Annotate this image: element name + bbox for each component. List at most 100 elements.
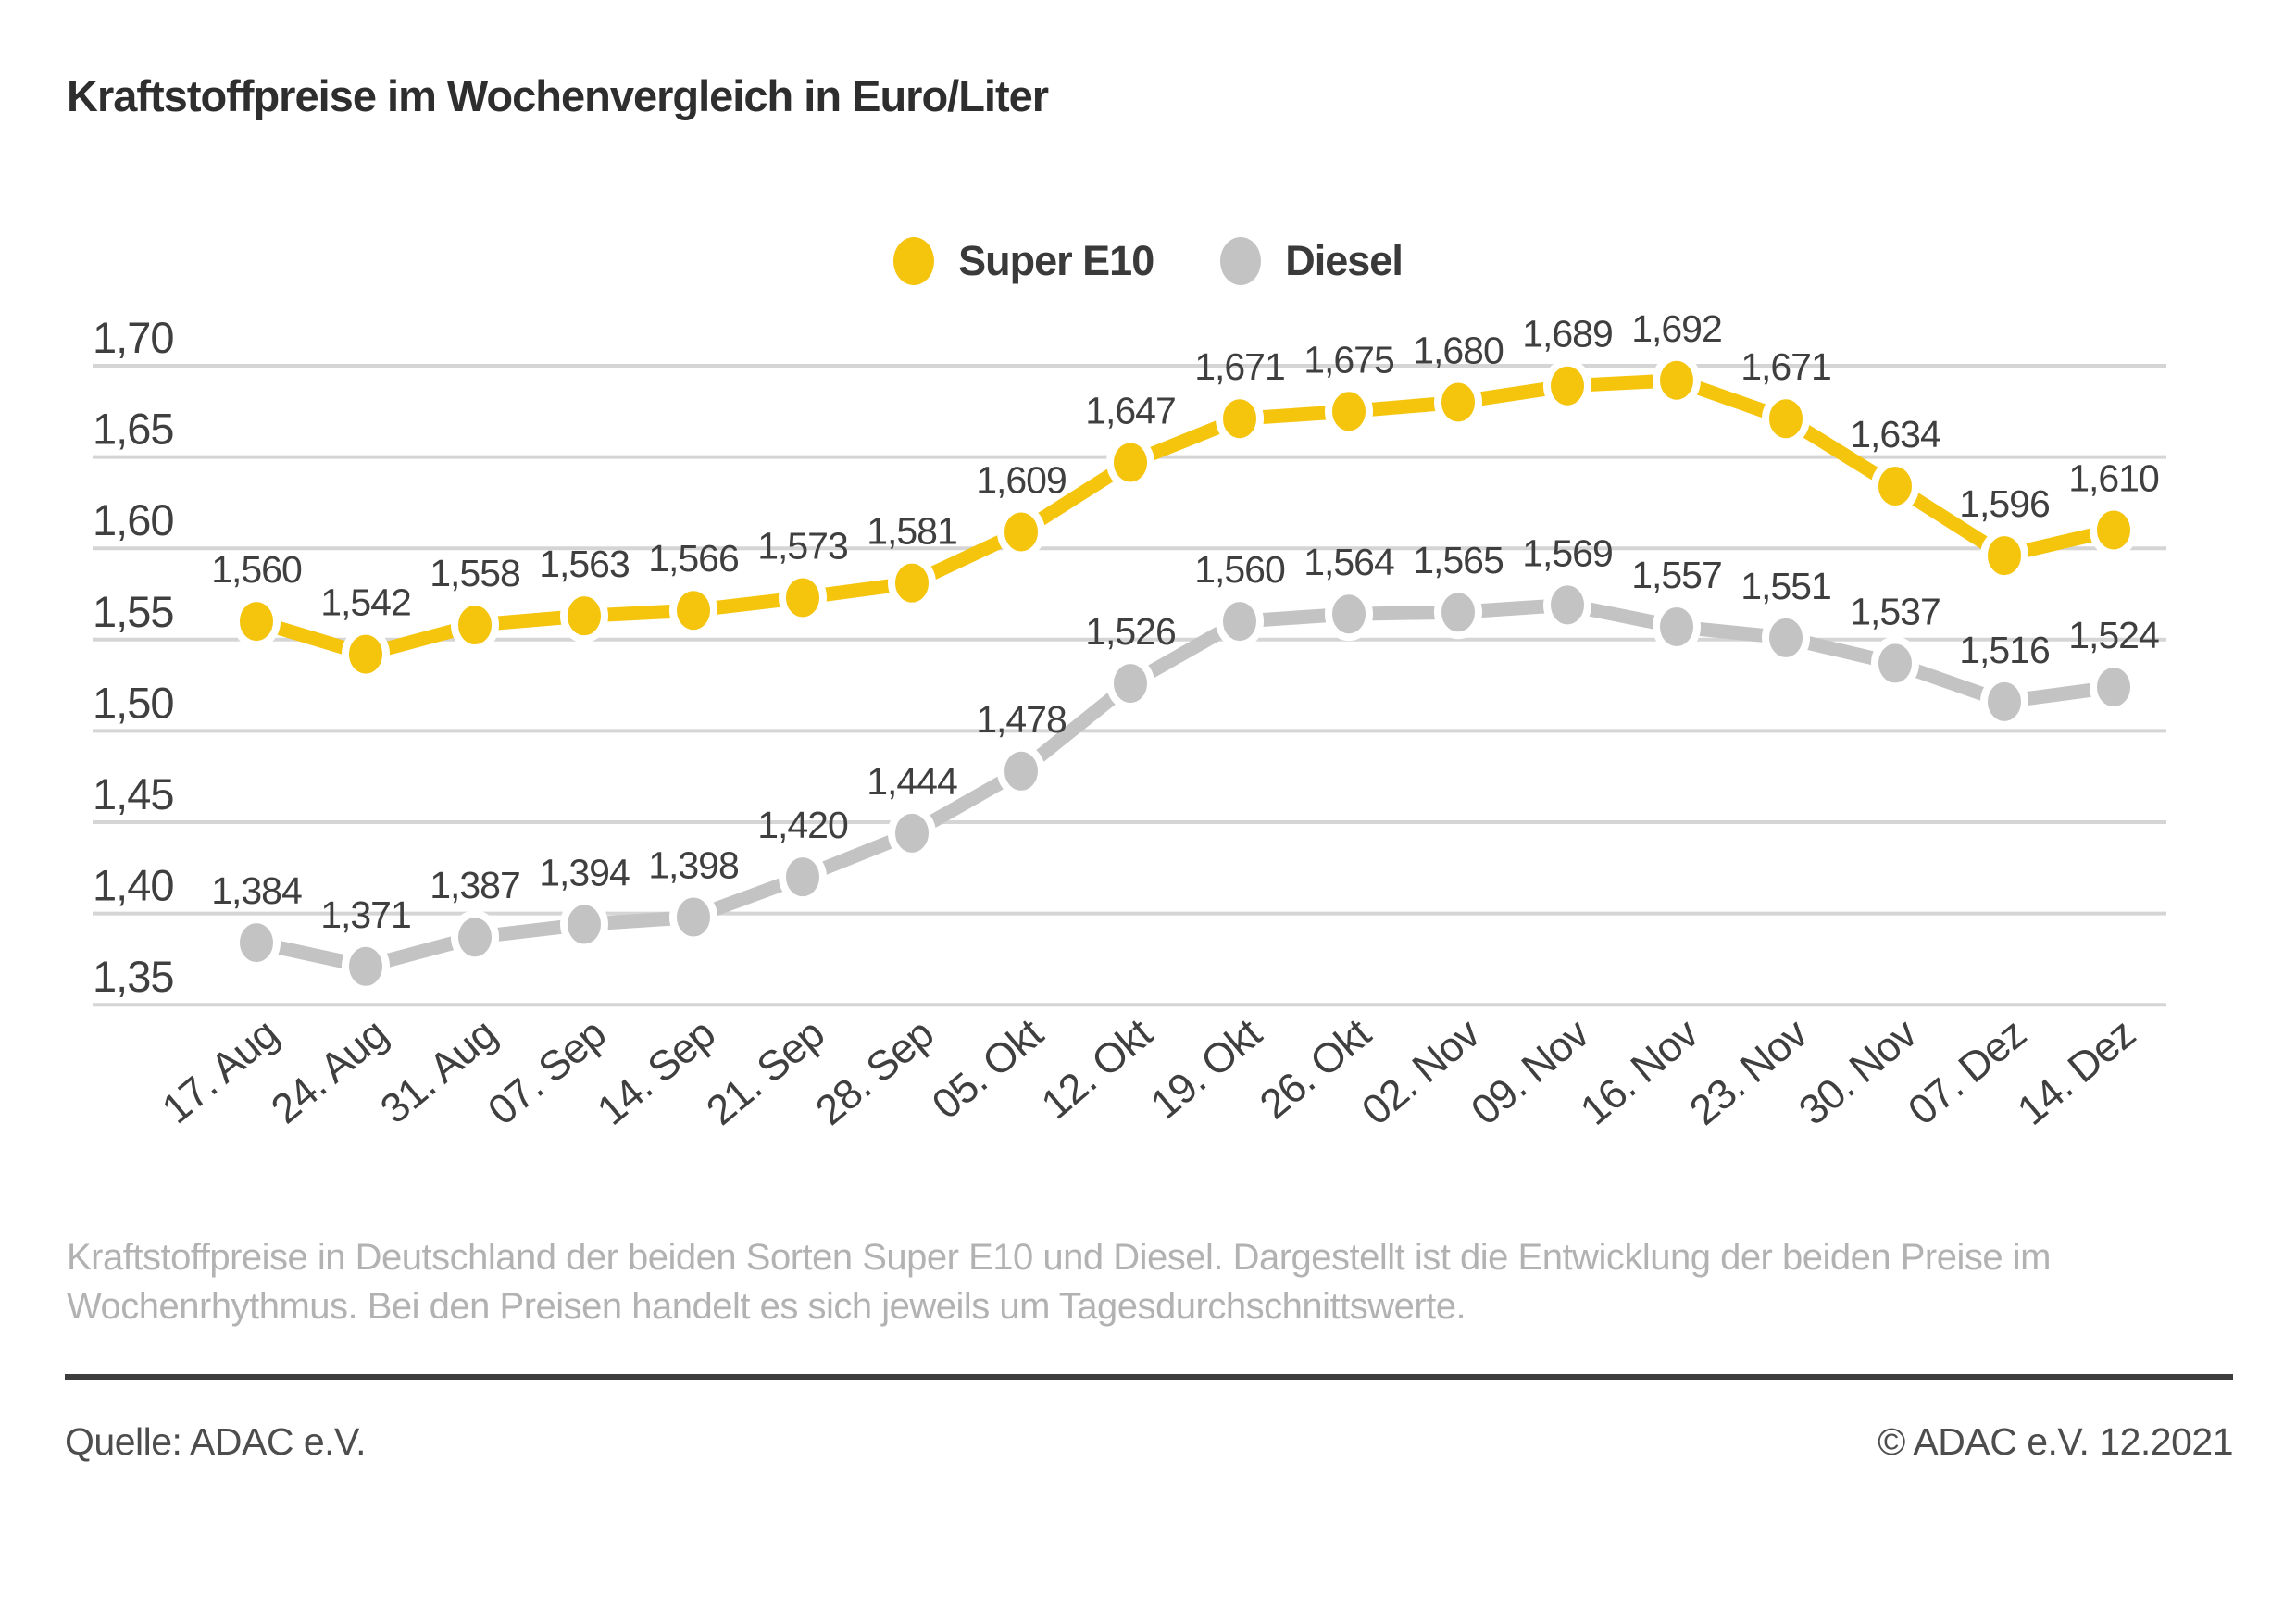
line-series-super-e10 <box>254 373 2115 662</box>
y-tick-label: 1,55 <box>93 587 173 636</box>
data-point-diesel <box>1106 656 1154 711</box>
y-tick-label: 1,70 <box>93 313 173 362</box>
x-tick-label: 24. Aug <box>262 1010 395 1133</box>
legend-item-diesel: Diesel <box>1220 237 1404 285</box>
data-point-diesel <box>1543 578 1591 632</box>
x-tick-label: 14. Dez <box>2008 1010 2143 1134</box>
data-point-diesel <box>888 806 936 860</box>
source-text: Quelle: ADAC e.V. <box>65 1420 367 1463</box>
copyright-text: © ADAC e.V. 12.2021 <box>1878 1420 2233 1463</box>
x-tick-label: 30. Nov <box>1790 1009 1926 1134</box>
data-point-diesel <box>1653 599 1701 654</box>
data-label-super-e10: 1,558 <box>430 552 520 594</box>
data-label-super-e10: 1,675 <box>1304 338 1394 381</box>
data-label-super-e10: 1,671 <box>1741 345 1831 388</box>
data-point-super-e10 <box>997 505 1045 559</box>
data-point-diesel <box>342 939 390 993</box>
data-label-diesel: 1,557 <box>1631 554 1722 596</box>
data-point-diesel <box>1434 585 1482 640</box>
data-label-diesel: 1,565 <box>1413 539 1504 581</box>
data-label-diesel: 1,537 <box>1850 590 1940 632</box>
data-label-diesel: 1,384 <box>211 869 302 912</box>
x-tick-label: 17. Aug <box>153 1010 286 1133</box>
x-tick-label: 02. Nov <box>1353 1009 1489 1134</box>
data-label-super-e10: 1,634 <box>1850 413 1940 456</box>
x-tick-label: 16. Nov <box>1571 1009 1707 1134</box>
data-point-diesel <box>232 916 281 970</box>
data-point-super-e10 <box>1325 384 1373 439</box>
data-point-super-e10 <box>779 570 827 625</box>
x-tick-label: 14. Sep <box>588 1010 723 1134</box>
x-tick-label: 05. Okt <box>923 1009 1053 1129</box>
data-label-super-e10: 1,566 <box>648 537 739 580</box>
data-point-super-e10 <box>560 589 608 643</box>
data-label-super-e10: 1,560 <box>211 548 302 591</box>
data-point-super-e10 <box>2090 503 2138 557</box>
legend-label: Diesel <box>1285 237 1404 284</box>
data-label-super-e10: 1,573 <box>757 524 848 567</box>
x-tick-label: 07. Dez <box>1899 1010 2034 1134</box>
description-line-2: Wochenrhythmus. Bei den Preisen handelt … <box>67 1286 1466 1327</box>
footer-divider <box>65 1374 2233 1380</box>
data-point-diesel <box>669 890 718 944</box>
data-point-super-e10 <box>1980 529 2028 583</box>
x-tick-label: 12. Okt <box>1032 1009 1162 1129</box>
y-tick-label: 1,45 <box>93 769 173 818</box>
data-label-super-e10: 1,680 <box>1413 329 1504 371</box>
data-point-super-e10 <box>451 598 499 653</box>
data-label-diesel: 1,478 <box>976 698 1067 741</box>
y-tick-label: 1,65 <box>93 405 173 454</box>
data-label-diesel: 1,420 <box>757 804 848 846</box>
data-label-super-e10: 1,689 <box>1522 313 1613 356</box>
legend-dot-icon <box>893 237 935 285</box>
data-point-super-e10 <box>342 627 390 681</box>
x-tick-label: 09. Nov <box>1462 1009 1598 1134</box>
data-label-diesel: 1,371 <box>320 893 411 936</box>
y-tick-label: 1,35 <box>93 952 173 1001</box>
data-label-super-e10: 1,542 <box>320 581 411 624</box>
data-point-super-e10 <box>1543 358 1591 413</box>
data-point-diesel <box>1871 636 1919 691</box>
data-point-diesel <box>1325 587 1373 642</box>
y-tick-label: 1,50 <box>93 678 173 727</box>
data-point-diesel <box>1762 610 1810 665</box>
x-tick-label: 07. Sep <box>479 1010 614 1134</box>
data-point-super-e10 <box>1871 459 1919 514</box>
data-point-super-e10 <box>1216 392 1264 446</box>
data-label-diesel: 1,560 <box>1194 548 1285 591</box>
data-label-diesel: 1,569 <box>1522 531 1613 574</box>
data-label-diesel: 1,398 <box>648 844 739 887</box>
data-label-diesel: 1,564 <box>1304 541 1394 583</box>
data-label-diesel: 1,444 <box>867 760 957 803</box>
data-label-super-e10: 1,671 <box>1194 345 1285 388</box>
data-label-super-e10: 1,581 <box>867 510 957 553</box>
y-tick-label: 1,40 <box>93 861 173 910</box>
chart-description: Kraftstoffpreise in Deutschland der beid… <box>67 1233 2051 1331</box>
data-point-diesel <box>1980 674 2028 729</box>
data-point-super-e10 <box>1653 353 1701 407</box>
data-label-diesel: 1,551 <box>1741 565 1831 607</box>
data-label-super-e10: 1,609 <box>976 458 1067 501</box>
data-point-super-e10 <box>1762 392 1810 446</box>
x-tick-label: 21. Sep <box>697 1010 832 1134</box>
data-point-super-e10 <box>1434 375 1482 430</box>
data-point-super-e10 <box>888 556 936 610</box>
data-point-diesel <box>451 910 499 965</box>
footer: Quelle: ADAC e.V. © ADAC e.V. 12.2021 <box>65 1420 2233 1464</box>
data-label-diesel: 1,516 <box>1959 629 2050 671</box>
description-line-1: Kraftstoffpreise in Deutschland der beid… <box>67 1237 2051 1278</box>
data-label-super-e10: 1,610 <box>2068 456 2159 499</box>
data-point-super-e10 <box>669 583 718 638</box>
data-point-super-e10 <box>1106 435 1154 490</box>
x-tick-label: 28. Sep <box>806 1010 942 1134</box>
data-label-super-e10: 1,563 <box>539 543 630 585</box>
x-tick-label: 19. Okt <box>1142 1009 1271 1129</box>
legend-dot-icon <box>1220 237 1262 285</box>
data-label-diesel: 1,524 <box>2068 614 2159 656</box>
page-title: Kraftstoffpreise im Wochenvergleich in E… <box>67 71 1049 120</box>
y-tick-label: 1,60 <box>93 495 173 544</box>
data-label-diesel: 1,526 <box>1085 610 1176 653</box>
x-tick-label: 31. Aug <box>371 1010 505 1133</box>
data-label-diesel: 1,387 <box>430 864 520 906</box>
